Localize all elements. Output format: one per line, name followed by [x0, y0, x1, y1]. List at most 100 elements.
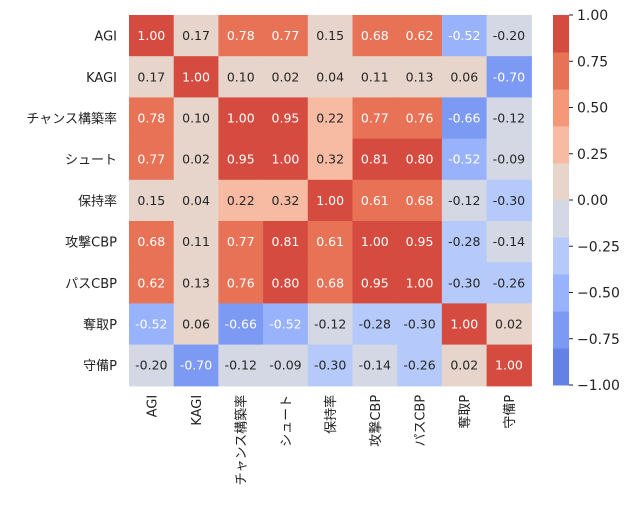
heatmap-cell [486, 221, 532, 263]
heatmap-cell [486, 97, 532, 140]
cell-value-label: 1.00 [272, 152, 300, 167]
heatmap-cell [441, 344, 488, 387]
heatmap-cell [441, 303, 488, 346]
cell-value-label: 0.81 [361, 152, 389, 167]
heatmap-cell [173, 221, 219, 263]
column-label: チャンス構築率 [234, 395, 250, 486]
column-label: パスCBP [414, 395, 429, 447]
heatmap-cell [352, 344, 398, 387]
cell-value-label: 0.68 [316, 275, 344, 290]
row-label: シュート [65, 153, 117, 168]
heatmap-cell [129, 15, 175, 57]
heatmap-cell [218, 15, 264, 57]
heatmap-cell [441, 15, 488, 57]
colorbar-segment [553, 15, 569, 53]
cell-value-label: -0.14 [493, 234, 525, 249]
heatmap-cell [173, 138, 219, 181]
heatmap-cell [129, 56, 175, 98]
heatmap-cell [397, 262, 443, 304]
cell-value-label: -0.30 [493, 193, 525, 208]
heatmap-cell [307, 138, 354, 181]
heatmap-cell [397, 56, 443, 98]
cell-value-label: 0.17 [137, 69, 165, 84]
heatmap-cell [397, 303, 443, 346]
colorbar-segment [553, 163, 569, 201]
cell-value-label: 0.81 [272, 234, 300, 249]
heatmap-cell [397, 138, 443, 181]
cell-value-label: 0.04 [182, 193, 210, 208]
heatmap-cell [352, 56, 398, 98]
cell-value-label: -0.52 [448, 28, 480, 43]
heatmap-cell [486, 303, 532, 346]
cell-value-label: 0.95 [361, 275, 389, 290]
cell-value-label: 0.61 [316, 234, 344, 249]
heatmap-cell [218, 262, 264, 304]
colorbar-segment [553, 126, 569, 164]
cell-value-label: 0.32 [316, 152, 344, 167]
cell-value-label: -0.12 [493, 111, 525, 126]
cell-value-label: 0.11 [182, 234, 210, 249]
colorbar-segment [553, 348, 569, 386]
colorbar-ticks: 1.00 0.75 0.50 0.25 0.00 −0.25 −0.50 −0.75 −1.00 [569, 8, 620, 394]
cell-value-label: -0.09 [493, 152, 525, 167]
cell-value-label: 0.06 [182, 317, 210, 332]
cell-value-label: 1.00 [227, 111, 255, 126]
cell-value-label: -0.66 [225, 317, 257, 332]
heatmap-cell [441, 221, 488, 263]
row-label: 奪取P [83, 317, 117, 333]
heatmap-cell [218, 303, 264, 346]
cell-value-label: 0.62 [406, 28, 434, 43]
cell-value-label: 0.77 [227, 234, 255, 249]
heatmap-cell [263, 15, 309, 57]
heatmap-cells: 1.00 0.17 0.78 0.77 0.15 0.68 0.62 -0.52 -0.20 0.… [129, 15, 532, 387]
heatmap-cell [441, 179, 488, 222]
heatmap-cell [397, 97, 443, 140]
cell-value-label: 0.22 [227, 193, 255, 208]
cell-value-label: 1.00 [361, 234, 389, 249]
cell-value-label: -0.28 [448, 234, 480, 249]
column-label: シュート [279, 395, 294, 447]
heatmap-cell [129, 138, 175, 181]
column-label: 保持率 [323, 395, 339, 434]
heatmap-cell [352, 15, 398, 57]
cell-value-label: 1.00 [406, 275, 434, 290]
column-label: KAGI [190, 395, 205, 426]
heatmap-cell [397, 179, 443, 222]
heatmap-cell [352, 97, 398, 140]
colorbar-segment [553, 311, 569, 349]
colorbar-tick-label: −0.75 [577, 332, 620, 348]
column-label: 攻撃CBP [368, 395, 384, 447]
heatmap-cell [486, 56, 532, 98]
cell-value-label: 0.76 [227, 275, 255, 290]
heatmap-cell [129, 221, 175, 263]
cell-value-label: 0.77 [361, 111, 389, 126]
heatmap-cell [218, 221, 264, 263]
cell-value-label: 0.06 [450, 69, 478, 84]
heatmap-cell [307, 262, 354, 304]
heatmap-cell [263, 221, 309, 263]
heatmap-cell [397, 15, 443, 57]
heatmap-cell [129, 344, 175, 387]
cell-value-label: 0.15 [316, 28, 344, 43]
heatmap-cell [307, 179, 354, 222]
heatmap-cell [218, 138, 264, 181]
colorbar-segment [553, 200, 569, 238]
heatmap-cell [352, 138, 398, 181]
cell-value-label: -0.70 [180, 358, 212, 373]
heatmap-cell [173, 303, 219, 346]
colorbar-tick-label: −0.25 [577, 239, 620, 255]
heatmap-cell [263, 179, 309, 222]
cell-value-label: -0.12 [225, 358, 257, 373]
cell-value-label: -0.52 [269, 317, 301, 332]
cell-value-label: 1.00 [137, 28, 165, 43]
heatmap-cell [263, 344, 309, 387]
cell-value-label: 0.22 [316, 111, 344, 126]
cell-value-label: 1.00 [182, 69, 210, 84]
heatmap-cell [307, 344, 354, 387]
column-label: AGI [145, 395, 160, 418]
cell-value-label: 0.68 [361, 28, 389, 43]
heatmap-cell [307, 221, 354, 263]
heatmap-cell [486, 15, 532, 57]
heatmap-cell [352, 303, 398, 346]
colorbar-tick-label: 0.75 [577, 54, 608, 70]
